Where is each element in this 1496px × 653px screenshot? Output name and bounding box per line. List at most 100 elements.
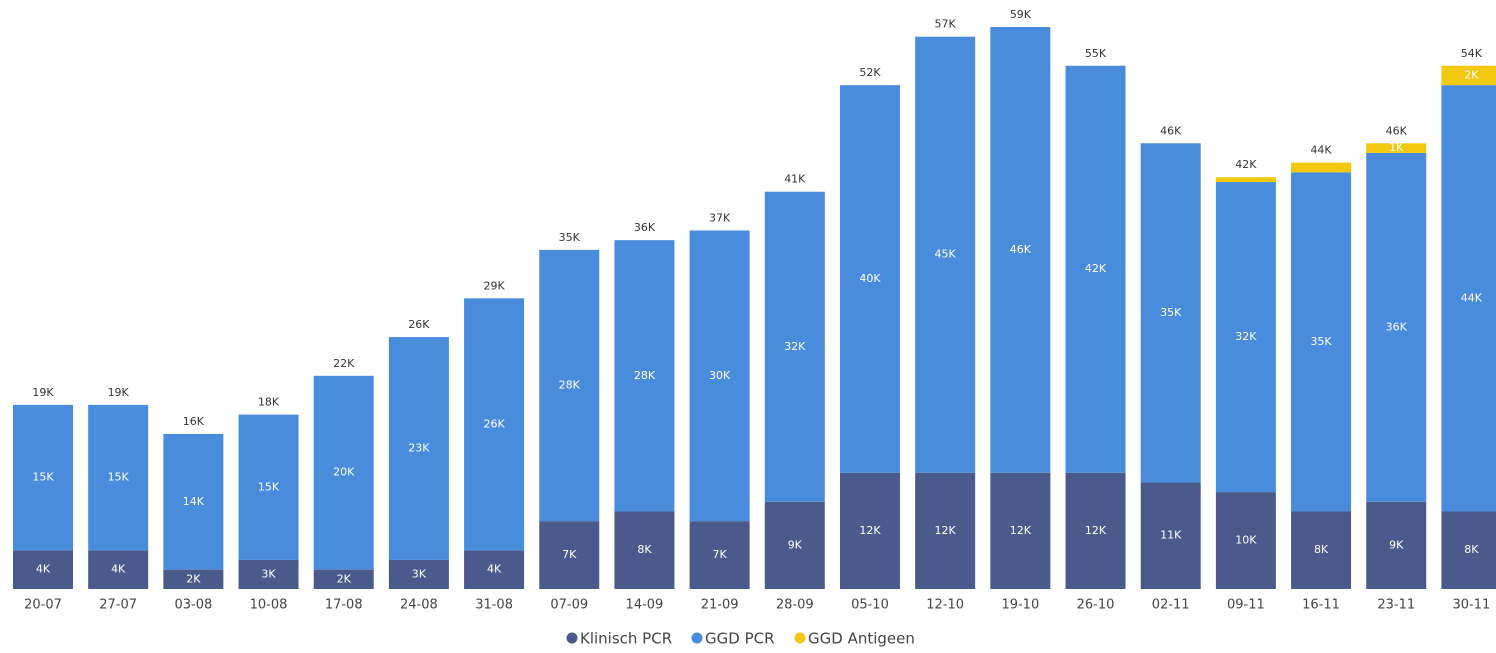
total-label: 46K: [1160, 124, 1182, 137]
bar-segment: [839, 85, 900, 473]
legend-marker: [794, 632, 806, 644]
bar-segment: [1140, 143, 1201, 483]
bar-segment: [1215, 182, 1276, 493]
value-label: 2K: [186, 572, 201, 585]
bar-segment: [539, 521, 600, 589]
bar-segment: [1215, 177, 1276, 183]
bar-segment: [238, 559, 299, 589]
value-label: 3K: [261, 567, 276, 580]
bar-segment: [1065, 472, 1126, 589]
x-tick-label: 09-11: [1227, 598, 1265, 613]
total-label: 22K: [333, 357, 355, 370]
bar-segment: [464, 298, 525, 551]
x-tick-label: 17-08: [325, 598, 363, 613]
value-label: 4K: [36, 563, 51, 576]
x-tick-label: 21-09: [701, 598, 739, 613]
bar-segment: [238, 414, 299, 560]
x-tick-label: 31-08: [475, 598, 513, 613]
total-label: 57K: [935, 18, 957, 31]
bar-segment: [388, 559, 449, 589]
value-label: 40K: [859, 272, 881, 285]
bar-segment: [88, 404, 149, 551]
bar-segment: [313, 375, 374, 570]
x-tick-label: 26-10: [1077, 598, 1115, 613]
bar-segment: [163, 433, 224, 570]
value-label: 32K: [1235, 330, 1257, 343]
value-label: 26K: [483, 417, 505, 430]
x-tick-label: 05-10: [851, 598, 889, 613]
value-label: 7K: [562, 548, 577, 561]
total-label: 19K: [32, 386, 54, 399]
value-label: 28K: [634, 369, 656, 382]
total-label: 19K: [108, 386, 130, 399]
value-label: 35K: [1160, 306, 1182, 319]
value-label: 42K: [1085, 262, 1107, 275]
x-tick-label: 30-11: [1453, 598, 1491, 613]
value-label: 4K: [487, 563, 502, 576]
legend-label: GGD PCR: [705, 630, 775, 648]
value-label: 32K: [784, 340, 806, 353]
value-label: 9K: [788, 538, 803, 551]
value-label: 23K: [408, 442, 430, 455]
x-tick-label: 24-08: [400, 598, 438, 613]
x-tick-label: 14-09: [626, 598, 664, 613]
value-label: 7K: [713, 548, 728, 561]
bar-segment: [1366, 152, 1427, 502]
total-label: 46K: [1386, 124, 1408, 137]
value-label: 20K: [333, 466, 355, 479]
bar-segment: [764, 191, 825, 502]
value-label: 15K: [258, 480, 280, 493]
value-label: 3K: [412, 567, 427, 580]
bar-segment: [1291, 162, 1352, 173]
x-tick-label: 16-11: [1302, 598, 1340, 613]
legend-marker: [691, 632, 703, 644]
value-label: 28K: [559, 379, 581, 392]
value-label: 30K: [709, 369, 731, 382]
value-label: 12K: [1010, 524, 1032, 537]
value-label: 12K: [935, 524, 957, 537]
bar-segment: [388, 337, 449, 560]
value-label: 4K: [111, 563, 126, 576]
value-label: 2K: [1464, 68, 1479, 81]
total-label: 16K: [183, 415, 205, 428]
bar-segment: [915, 36, 976, 473]
value-label: 15K: [32, 471, 54, 484]
value-label: 8K: [637, 543, 652, 556]
bar-segment: [88, 550, 149, 589]
total-label: 35K: [559, 231, 581, 244]
bar-segment: [1366, 143, 1427, 153]
x-tick-label: 12-10: [926, 598, 964, 613]
total-label: 18K: [258, 396, 280, 409]
bar-segment: [1366, 501, 1427, 589]
x-tick-label: 03-08: [174, 598, 212, 613]
total-label: 52K: [859, 66, 881, 79]
value-label: 10K: [1235, 534, 1257, 547]
value-label: 1K: [1389, 141, 1404, 154]
bar-segment: [990, 472, 1051, 589]
bar-segment: [915, 472, 976, 589]
legend-marker: [566, 632, 578, 644]
bar-segment: [1441, 85, 1496, 512]
total-label: 54K: [1461, 47, 1483, 60]
bar-segment: [1441, 511, 1496, 589]
total-label: 29K: [483, 279, 505, 292]
value-label: 11K: [1160, 529, 1182, 542]
x-tick-label: 20-07: [24, 598, 62, 613]
bar-segment: [163, 569, 224, 589]
bar-segment: [464, 550, 525, 589]
value-label: 12K: [1085, 524, 1107, 537]
bar-segment: [1291, 172, 1352, 512]
bar-segment: [689, 521, 750, 589]
bar-segment: [614, 240, 675, 512]
bar-segment: [1140, 482, 1201, 589]
total-label: 55K: [1085, 47, 1107, 60]
bar-segment: [990, 27, 1051, 473]
total-label: 26K: [408, 318, 430, 331]
x-tick-label: 27-07: [99, 598, 137, 613]
bar-segment: [13, 404, 73, 551]
x-tick-label: 10-08: [250, 598, 288, 613]
total-label: 44K: [1310, 144, 1332, 157]
value-label: 9K: [1389, 538, 1404, 551]
bar-segment: [1065, 65, 1126, 473]
